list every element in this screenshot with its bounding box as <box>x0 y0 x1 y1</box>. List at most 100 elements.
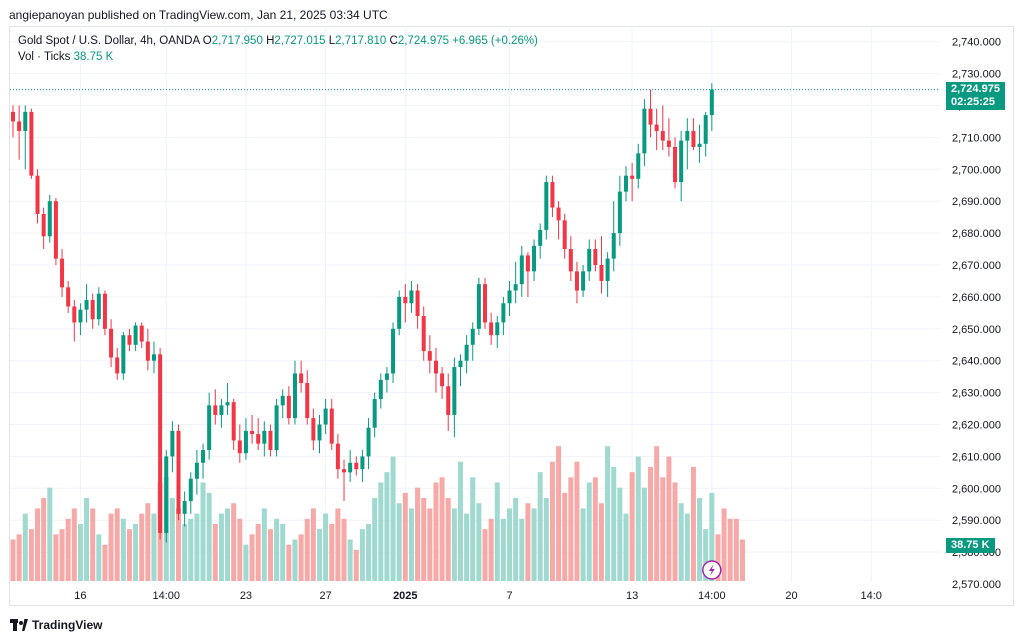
volume-bar <box>335 508 341 581</box>
candle-body <box>660 131 665 141</box>
candle-body <box>366 427 371 457</box>
candle-body <box>280 395 285 406</box>
volume-bar <box>35 508 41 581</box>
volume-bar <box>648 466 654 581</box>
candlestick-chart[interactable]: 2,570.0002,580.0002,590.0002,600.0002,61… <box>0 26 1024 616</box>
volume-bar <box>145 503 151 581</box>
candle-body <box>299 373 304 384</box>
volume-bar <box>22 513 28 581</box>
candle-body <box>323 408 328 425</box>
volume-bar <box>292 539 298 581</box>
volume-bar <box>611 466 617 581</box>
candle-body <box>286 395 291 419</box>
volume-bar <box>384 472 390 581</box>
x-axis-tick-label: 20 <box>785 590 797 602</box>
volume-value: 38.75 K <box>73 51 114 63</box>
candle-body <box>66 287 71 307</box>
candle-body <box>225 402 230 406</box>
volume-bar <box>237 518 243 581</box>
candle-body <box>685 131 690 141</box>
candle-body <box>513 284 518 291</box>
x-axis-tick-label: 27 <box>320 590 332 602</box>
volume-bar <box>709 492 715 581</box>
candle-body <box>495 322 500 336</box>
volume-bar <box>182 523 188 581</box>
volume-bar <box>408 508 414 581</box>
volume-bar <box>126 529 132 581</box>
candle-body <box>305 383 310 419</box>
volume-bar <box>317 529 322 581</box>
y-axis-tick-label: 2,680.000 <box>952 228 1001 240</box>
volume-bar <box>176 508 182 581</box>
x-axis-tick-label: 7 <box>506 590 512 602</box>
candle-body <box>213 405 218 415</box>
candle-body <box>23 111 28 132</box>
volume-bar <box>102 544 108 581</box>
tradingview-footer[interactable]: TradingView <box>10 618 102 632</box>
open-label: O <box>202 35 212 47</box>
candle-body <box>648 108 653 125</box>
y-axis-tick-label: 2,690.000 <box>952 196 1001 208</box>
volume-bar <box>464 513 470 581</box>
volume-bar <box>286 544 292 581</box>
candle-body <box>329 408 334 444</box>
candle-body <box>133 325 138 345</box>
candle-body <box>219 405 224 415</box>
candle-body <box>109 328 114 358</box>
volume-bar <box>721 508 727 581</box>
volume-label[interactable]: Vol · Ticks <box>18 51 71 63</box>
candle-body <box>378 379 383 399</box>
candle-body <box>697 143 702 147</box>
y-axis-tick-label: 2,630.000 <box>952 388 1001 400</box>
candle-body <box>121 335 126 374</box>
candle-body <box>605 258 610 281</box>
volume-bar <box>433 482 439 581</box>
symbol-description[interactable]: Gold Spot / U.S. Dollar, 4h, OANDA <box>18 35 200 47</box>
volume-bar <box>10 539 16 581</box>
last-price-value: 2,724.975 <box>951 82 1000 95</box>
candle-body <box>483 284 488 323</box>
candle-body <box>139 325 144 342</box>
publisher-line: angiepanoyan published on TradingView.co… <box>9 8 388 22</box>
high-value: 2,727.015 <box>274 35 326 47</box>
volume-bar <box>274 518 280 581</box>
volume-bar <box>697 498 703 581</box>
volume-bar <box>629 472 635 581</box>
candle-body <box>489 322 494 336</box>
volume-bar <box>200 482 206 581</box>
volume-bar <box>108 513 114 581</box>
candle-body <box>188 478 193 502</box>
volume-bar <box>366 523 372 581</box>
volume-bar <box>451 508 457 581</box>
chart-area[interactable]: 2,570.000 2,580.000 2,590.000 2,600.000 2,61… <box>0 26 1024 616</box>
candle-body <box>243 430 248 454</box>
x-axis-tick-label: 14:00 <box>152 590 180 602</box>
volume-bar <box>206 492 212 581</box>
candle-body <box>709 89 714 116</box>
candle-body <box>372 398 377 428</box>
volume-bar <box>372 498 378 581</box>
volume-bar <box>654 446 660 581</box>
volume-bar <box>267 529 273 581</box>
volume-bar <box>90 508 96 581</box>
volume-bar <box>476 503 482 581</box>
volume-bar <box>457 461 463 581</box>
volume-bar <box>47 487 53 581</box>
candle-body <box>446 386 451 415</box>
volume-bar <box>114 508 120 581</box>
candle-body <box>274 405 279 451</box>
volume-bar <box>77 523 83 581</box>
candle-body <box>84 300 89 310</box>
flash-icon-bolt <box>708 564 715 576</box>
volume-bar <box>378 482 384 581</box>
volume-bar <box>543 498 549 581</box>
volume-bar <box>212 523 218 581</box>
candle-body <box>176 430 181 514</box>
y-axis-tick-label: 2,570.000 <box>952 579 1001 591</box>
y-axis-tick-label: 2,670.000 <box>952 260 1001 272</box>
volume-bar <box>660 477 666 581</box>
x-axis-tick-label: 13 <box>626 590 638 602</box>
candle-body <box>262 430 267 444</box>
volume-bar <box>427 508 433 581</box>
volume-bar <box>96 534 102 581</box>
